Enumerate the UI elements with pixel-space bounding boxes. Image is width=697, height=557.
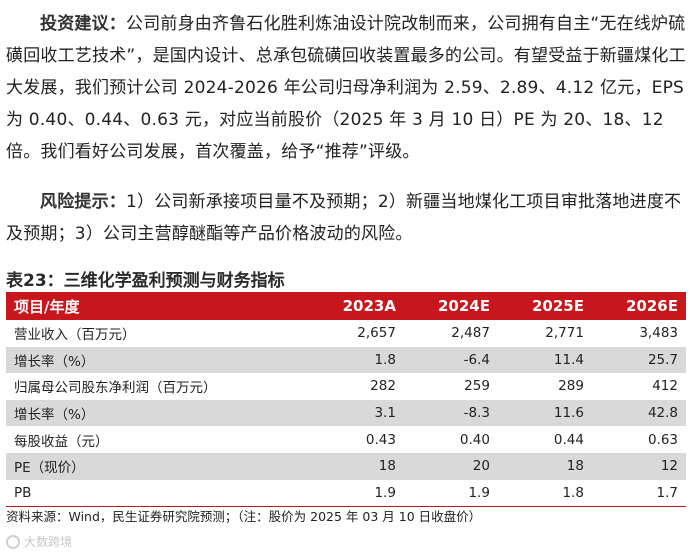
header-2024e: 2024E [437, 297, 490, 315]
cell: 1.7 [591, 479, 686, 508]
table-row: 每股收益（元） 0.43 0.40 0.44 0.63 [6, 426, 686, 453]
watermark-logo-icon [6, 534, 20, 549]
cell: 20 [472, 458, 490, 475]
table-header-row: 项目/年度 2023A 2024E 2025E 2026E [6, 292, 686, 320]
cell: 12 [660, 458, 678, 475]
cell: 2,487 [451, 325, 490, 342]
cell: 2,771 [545, 325, 584, 342]
cell: 42.8 [647, 405, 678, 422]
row-label: PB [6, 479, 309, 508]
row-label: PE（现价） [14, 460, 85, 477]
cell: 1.8 [497, 479, 592, 508]
table-row: PE（现价） 18 20 18 12 [6, 452, 686, 480]
cell: 1.9 [403, 479, 498, 508]
forecast-table: 项目/年度 2023A 2024E 2025E 2026E 营业收入（百万元） … [6, 292, 686, 508]
row-label: 增长率（%） [14, 353, 95, 370]
cell: 0.44 [553, 431, 584, 448]
header-2023a: 2023A [342, 297, 396, 315]
table-title: 表23：三维化学盈利预测与财务指标 [6, 271, 285, 291]
cell: 259 [464, 378, 490, 395]
cell: 0.43 [365, 431, 396, 448]
table-row: 营业收入（百万元） 2,657 2,487 2,771 3,483 [6, 320, 686, 347]
cell: 0.40 [459, 431, 490, 448]
cell: 282 [370, 378, 396, 395]
investment-paragraph: 投资建议：公司前身由齐鲁石化胜利炼油设计院改制而来，公司拥有自主“无在线炉硫磺回… [6, 8, 690, 168]
cell: 3,483 [639, 325, 678, 342]
table-row: 增长率（%） 3.1 -8.3 11.6 42.8 [6, 399, 686, 427]
row-label: 归属母公司股东净利润（百万元） [14, 380, 217, 397]
watermark: 大数跨境 [6, 533, 72, 550]
cell: 3.1 [374, 405, 396, 422]
risk-text: 1）公司新承接项目量不及预期；2）新疆当地煤化工项目审批落地进度不及预期；3）公… [6, 192, 682, 244]
table-source-note: 资料来源：Wind，民生证券研究院预测；（注：股价为 2025 年 03 月 1… [6, 509, 482, 524]
cell: 18 [566, 458, 584, 475]
header-2025e: 2025E [531, 297, 584, 315]
row-label: 增长率（%） [14, 407, 95, 424]
row-label: 营业收入（百万元） [14, 327, 136, 344]
cell: 11.4 [553, 351, 584, 368]
cell: 25.7 [647, 351, 678, 368]
investment-text: 公司前身由齐鲁石化胜利炼油设计院改制而来，公司拥有自主“无在线炉硫磺回收工艺技术… [6, 14, 686, 162]
header-item: 项目/年度 [14, 297, 80, 316]
cell: 1.8 [374, 351, 396, 368]
cell: 412 [652, 378, 678, 395]
cell: 0.63 [647, 431, 678, 448]
cell: -8.3 [463, 405, 490, 422]
cell: 2,657 [357, 325, 396, 342]
cell: 1.9 [308, 479, 404, 508]
watermark-text: 大数跨境 [24, 535, 73, 549]
cell: -6.4 [463, 351, 490, 368]
cell: 18 [378, 458, 396, 475]
table-row: 增长率（%） 1.8 -6.4 11.4 25.7 [6, 346, 686, 374]
cell: 11.6 [553, 405, 584, 422]
row-label: 每股收益（元） [14, 433, 109, 450]
risk-lead: 风险提示： [40, 192, 126, 212]
table-row: 归属母公司股东净利润（百万元） 282 259 289 412 [6, 373, 686, 400]
investment-lead: 投资建议： [40, 14, 126, 34]
risk-paragraph: 风险提示：1）公司新承接项目量不及预期；2）新疆当地煤化工项目审批落地进度不及预… [6, 186, 690, 250]
table-row: PB 1.9 1.9 1.8 1.7 [6, 479, 686, 508]
cell: 289 [558, 378, 584, 395]
header-2026e: 2026E [626, 297, 678, 315]
